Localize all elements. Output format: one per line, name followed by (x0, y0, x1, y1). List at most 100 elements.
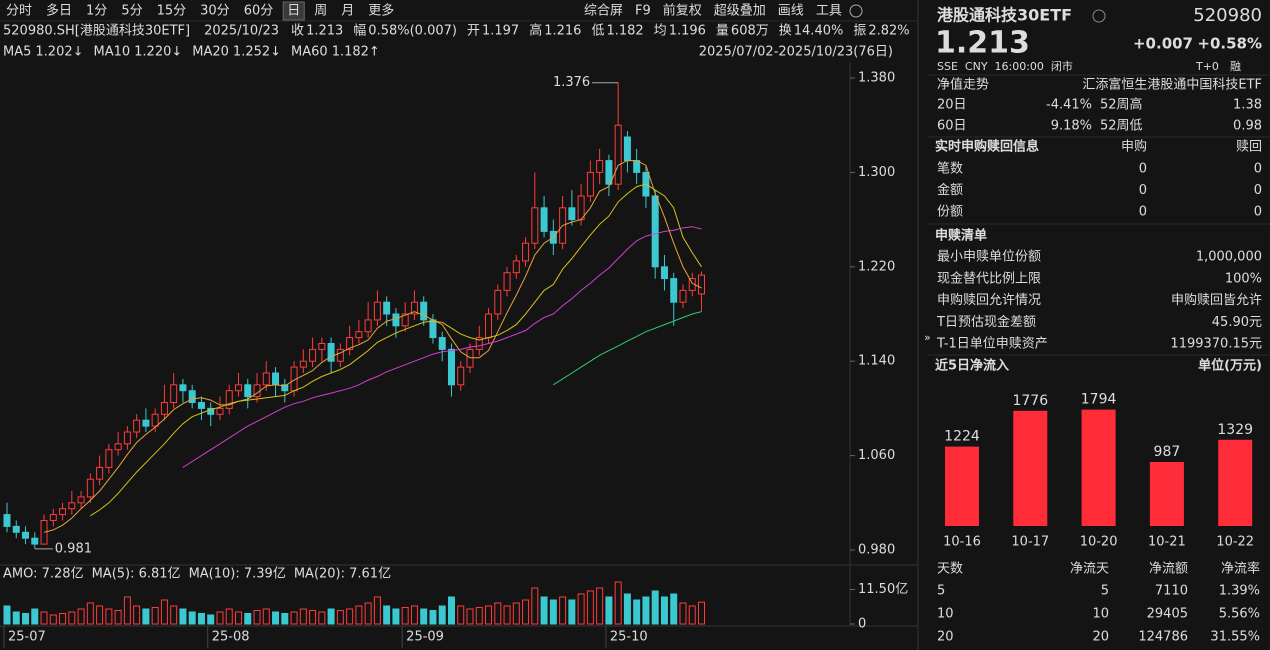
candle-body (179, 384, 187, 392)
volume-bar (216, 611, 224, 625)
period-tab[interactable]: 1分 (86, 4, 107, 19)
candle-body (679, 289, 687, 303)
candle-body (151, 413, 159, 427)
flow-bar (1149, 461, 1184, 526)
tool-button[interactable]: 工具 (816, 4, 842, 19)
row-value: 1199370.15元 (1170, 337, 1262, 352)
candle-body (457, 366, 465, 386)
period-tab[interactable]: 日 (287, 4, 300, 19)
table-header: 天数 (937, 562, 963, 577)
table-cell: 20 (937, 630, 954, 645)
symbol: 520980.SH[港股通科技30ETF] (3, 24, 190, 39)
date-range: 2025/07/02-2025/10/23(76日) (699, 45, 893, 60)
y-tick-label: 11.50亿 (858, 582, 908, 597)
volume-bar (68, 611, 76, 625)
candle-body (309, 348, 317, 362)
info-icon[interactable] (1092, 9, 1106, 23)
volume-bar (670, 593, 678, 625)
quote-value: 608万 (731, 24, 769, 39)
nav-label: 52周高 (1100, 97, 1143, 113)
volume-bar (512, 602, 520, 625)
period-tab[interactable]: 月 (341, 4, 354, 19)
volume-bar (244, 613, 252, 625)
quote-value: 0.58%(0.007) (368, 24, 457, 39)
y-tick-label: 1.380 (858, 71, 895, 86)
volume-bar (318, 611, 326, 625)
table-header: 净流天 (1070, 562, 1109, 577)
period-tab[interactable]: 5分 (121, 4, 142, 19)
row-label: 笔数 (937, 161, 963, 177)
period-tab[interactable]: 30分 (200, 4, 230, 19)
period-tab[interactable]: 多日 (46, 3, 72, 19)
candle-body (410, 301, 418, 315)
volume-bar (522, 599, 530, 625)
tool-button[interactable]: 超级叠加 (714, 4, 766, 19)
quote-value: 14.40% (794, 24, 844, 39)
tool-button[interactable]: 综合屏 (584, 4, 623, 19)
candle-body (188, 390, 196, 404)
nav-value: 9.18% (1051, 119, 1092, 134)
period-tab[interactable]: 更多 (368, 3, 394, 19)
candle-body (485, 313, 493, 339)
flow-value-label: 1776 (1012, 393, 1048, 409)
flow-value-label: 987 (1154, 444, 1181, 460)
candle-body (568, 207, 576, 221)
flow-value-label: 1329 (1217, 422, 1253, 438)
section-title: 申赎清单 (935, 228, 987, 244)
volume-bar (281, 613, 289, 625)
volume-bar (429, 610, 437, 625)
candle-body (59, 508, 67, 516)
candle-body (586, 171, 594, 197)
collapse-arrow[interactable]: » (924, 331, 931, 344)
volume-bar (494, 602, 502, 625)
volume-bar (59, 613, 67, 625)
candle-body (96, 466, 104, 480)
volume-bar (142, 608, 150, 625)
candle-body (235, 384, 242, 392)
volume-bar (327, 608, 335, 625)
period-tab[interactable]: 分时 (6, 4, 32, 19)
candle-body (77, 496, 85, 504)
volume-bar (235, 611, 242, 625)
quote-value: 1.197 (482, 24, 519, 39)
extreme-label: 1.376 (553, 75, 590, 90)
ma-name: MA60 (291, 45, 328, 60)
volume-bar (438, 605, 446, 625)
volume-bar (633, 599, 641, 625)
ma-line (90, 183, 702, 517)
period-tab[interactable]: 60分 (244, 4, 274, 19)
row-label: T-1日单位申赎资产 (936, 337, 1048, 352)
candle-body (447, 348, 455, 386)
ma-value: 1.202↓ (35, 45, 83, 60)
candle-body (651, 195, 659, 268)
column-header: 申购 (1121, 139, 1147, 155)
volume-bar (679, 602, 687, 625)
period-tab[interactable]: 周 (314, 4, 327, 19)
quote-label: 高 (529, 23, 542, 39)
volume-bar (660, 596, 668, 625)
ma-line (182, 226, 702, 468)
volume-bar (485, 605, 493, 625)
quote-label: 开 (467, 24, 480, 39)
candle-body (114, 443, 122, 451)
quote-label: 振 (853, 24, 866, 39)
row-value: 0 (1139, 183, 1147, 198)
candle-body (49, 514, 57, 521)
volume-bar (3, 605, 11, 625)
tool-button[interactable]: 前复权 (663, 3, 702, 19)
tool-button[interactable]: F9 (635, 4, 651, 19)
volume-bar (559, 596, 567, 625)
volume-bar (355, 605, 363, 625)
volume-bar (12, 611, 20, 625)
security-name: 港股通科技30ETF (937, 6, 1072, 25)
candle-body (207, 407, 215, 415)
candle-body (22, 531, 30, 539)
tool-button[interactable]: 画线 (778, 4, 804, 19)
table-cell: 5 (937, 584, 945, 599)
period-tab[interactable]: 15分 (157, 4, 187, 19)
quote-value: 1.213 (306, 24, 343, 39)
volume-bar (623, 593, 631, 625)
volume-bar (688, 605, 696, 625)
settings-icon[interactable] (849, 4, 863, 18)
